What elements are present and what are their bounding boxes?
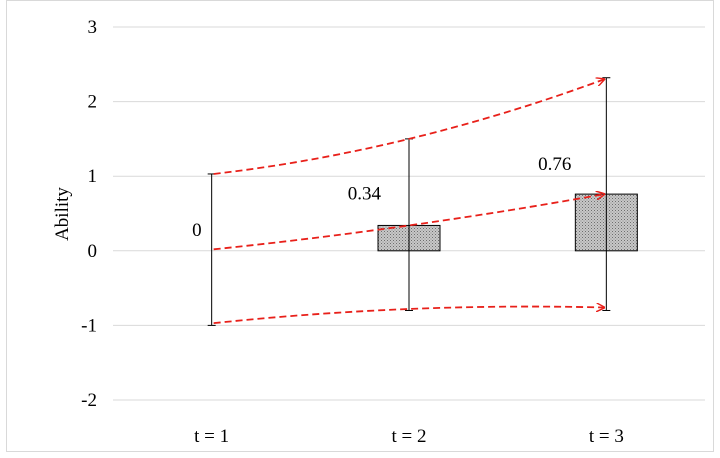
trajectory-line: [213, 194, 605, 251]
y-axis-title: Ability: [52, 187, 73, 241]
y-tick-label: 1: [88, 166, 98, 187]
y-tick-label: 3: [88, 17, 98, 38]
bars: [377, 193, 638, 252]
y-tick-label: 0: [88, 241, 98, 262]
data-label: 0.34: [348, 183, 382, 204]
y-tick-label: 2: [88, 92, 98, 113]
labels: -2 -1 0 1 2 3 t = 1 t = 2 t = 3 0 0.34 0.76: [81, 17, 624, 447]
data-label: 0: [192, 220, 202, 241]
x-tick-label: t = 1: [194, 426, 229, 447]
x-tick-label: t = 2: [392, 426, 427, 447]
y-tick-label: -1: [81, 315, 97, 336]
trajectories: [213, 79, 605, 325]
trajectory-line: [213, 79, 605, 175]
error-bars: [207, 77, 611, 326]
y-tick-label: -2: [81, 390, 97, 411]
data-label: 0.76: [538, 154, 571, 175]
x-tick-label: t = 3: [589, 426, 624, 447]
